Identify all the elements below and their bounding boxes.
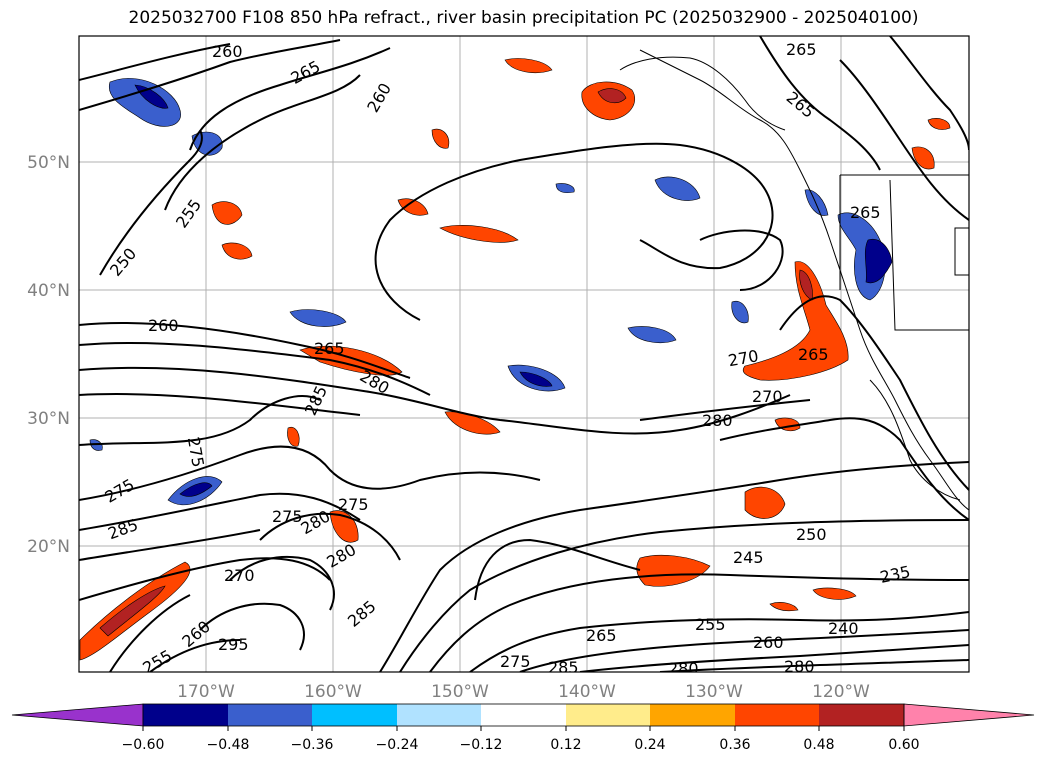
precip-pos-blob xyxy=(287,426,300,447)
colorbar-segment xyxy=(650,704,735,726)
precip-pos-blob xyxy=(812,587,857,600)
colorbar-tick-label: 0.24 xyxy=(634,737,665,753)
lat-label: 20°N xyxy=(27,537,70,557)
colorbar-tick-label: 0.48 xyxy=(803,737,834,753)
contour-label: 250 xyxy=(796,525,827,544)
coastline-alaska xyxy=(619,56,786,131)
lon-label: 140°W xyxy=(558,682,616,702)
longitude-labels: 170°W 160°W 150°W 140°W 130°W 120°W xyxy=(177,682,870,702)
colorbar-extend-low xyxy=(11,703,144,727)
contour-label: 260 xyxy=(148,316,179,335)
contour-label: 265 xyxy=(314,339,345,358)
contour-label: 270 xyxy=(224,566,255,585)
contour-label: 265 xyxy=(798,345,829,364)
colorbar-tick-label: −0.12 xyxy=(460,737,503,753)
contour-label: 270 xyxy=(752,387,783,406)
contour-label: 275 xyxy=(338,495,369,514)
precip-neg-blob xyxy=(804,189,829,216)
coastline-baja xyxy=(869,379,961,501)
precip-pos-blob xyxy=(504,58,553,73)
colorbar-tick-label: 0.60 xyxy=(888,737,919,753)
precip-neg-blob xyxy=(731,300,749,324)
colorbar-segment xyxy=(312,704,397,726)
contour-label: 285 xyxy=(548,658,579,677)
contour-label: 280 xyxy=(702,411,733,430)
contour-label: 280 xyxy=(668,659,699,678)
contour-label: 280 xyxy=(784,657,815,676)
map-title: 2025032700 F108 850 hPa refract., river … xyxy=(128,8,919,28)
state-border xyxy=(954,227,969,276)
lon-label: 150°W xyxy=(431,682,489,702)
contour-label: 295 xyxy=(218,635,249,654)
latitude-labels: 50°N 40°N 30°N 20°N xyxy=(27,153,70,557)
contour-label: 260 xyxy=(212,42,243,61)
coastline-north-america xyxy=(639,49,969,511)
lon-label: 130°W xyxy=(685,682,743,702)
refractivity-contours xyxy=(79,36,969,672)
colorbar-segment xyxy=(228,704,312,726)
precip-neg-blob xyxy=(179,482,213,497)
contour-label: 265 xyxy=(586,626,617,645)
precip-pos-blob xyxy=(431,128,450,149)
lat-label: 40°N xyxy=(27,281,70,301)
colorbar-segment xyxy=(397,704,481,726)
contour-label: 275 xyxy=(272,507,303,526)
lon-label: 120°W xyxy=(812,682,870,702)
colorbar-tick-label: −0.36 xyxy=(291,737,334,753)
lon-label: 170°W xyxy=(177,682,235,702)
contour-label: 245 xyxy=(733,548,764,567)
colorbar-segment xyxy=(143,704,228,726)
lon-label: 160°W xyxy=(304,682,362,702)
colorbar-frame xyxy=(142,703,905,727)
lat-label: 50°N xyxy=(27,153,70,173)
colorbar-segment xyxy=(819,704,904,726)
colorbar-tick-label: 0.12 xyxy=(550,737,581,753)
precip-pos-blob xyxy=(299,345,403,376)
colorbar-extend-high xyxy=(903,703,1035,727)
colorbar-ticks xyxy=(142,726,905,731)
contour-labels: 260 265 260 265 265 255 250 260 265 280 … xyxy=(102,40,912,678)
contour-label: 255 xyxy=(695,615,726,634)
precip-neg-blob xyxy=(519,371,553,387)
colorbar-segment xyxy=(566,704,650,726)
state-border xyxy=(889,179,969,331)
precip-pos-blob xyxy=(636,554,711,587)
colorbar-tick-label: 0.36 xyxy=(719,737,750,753)
precip-neg-blob xyxy=(289,309,347,327)
precip-pos-blob xyxy=(769,602,799,612)
contour-label: 265 xyxy=(850,203,881,222)
lat-label: 30°N xyxy=(27,409,70,429)
colorbar-tick-label: −0.60 xyxy=(122,737,165,753)
colorbar-segment xyxy=(735,704,819,726)
contour-label: 260 xyxy=(753,633,784,652)
precip-neg-blob xyxy=(108,78,181,127)
precip-neg-blob xyxy=(654,176,701,201)
precip-pos-blob xyxy=(927,118,951,130)
coastlines xyxy=(619,49,969,511)
contour-label: 275 xyxy=(500,652,531,671)
contour-label: 265 xyxy=(786,40,817,59)
precip-neg-blob xyxy=(864,238,893,284)
precip-pos-blob xyxy=(221,242,253,260)
precip-pos-blob xyxy=(439,225,519,243)
precip-pos-blob xyxy=(597,88,627,104)
map-frame xyxy=(78,35,970,673)
precip-neg-blob xyxy=(555,183,575,194)
colorbar-segment xyxy=(481,704,566,726)
precip-pos-blob xyxy=(744,486,786,519)
precip-pos-blob xyxy=(211,201,243,225)
contour-label: 240 xyxy=(828,619,859,638)
precip-neg-blob xyxy=(627,326,677,343)
colorbar: −0.60 −0.48 −0.36 −0.24 −0.12 0.12 0.24 … xyxy=(11,703,1035,753)
precip-pos-blob xyxy=(742,261,849,381)
colorbar-tick-label: −0.48 xyxy=(207,737,250,753)
precip-pos-blob xyxy=(911,146,935,170)
precip-pos-blob xyxy=(99,585,166,637)
colorbar-tick-label: −0.24 xyxy=(376,737,419,753)
